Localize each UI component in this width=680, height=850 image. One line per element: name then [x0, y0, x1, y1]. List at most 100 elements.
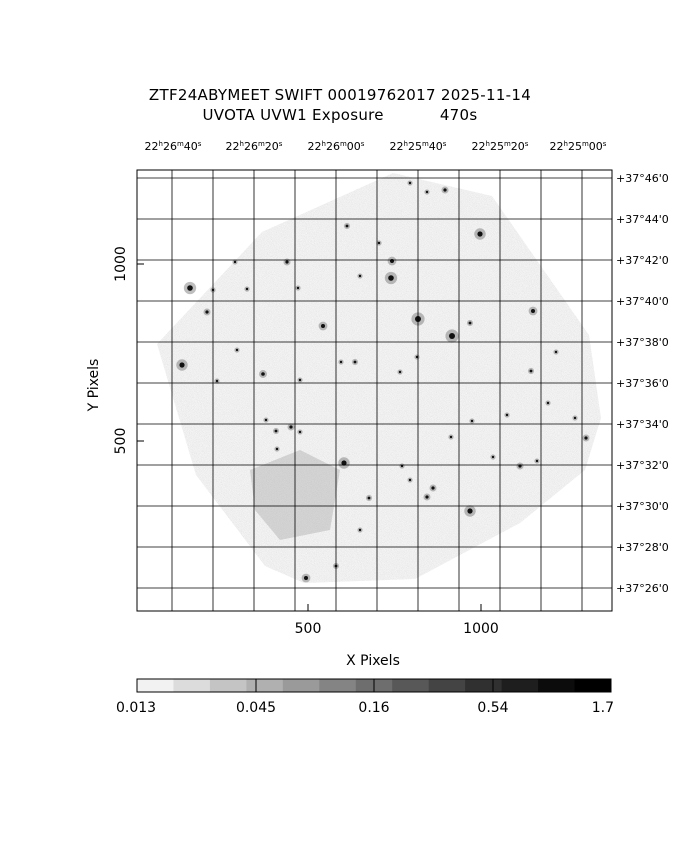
point-source	[187, 285, 193, 291]
colorbar-tick-label: 0.54	[477, 700, 508, 716]
point-source	[546, 401, 550, 405]
colorbar-tick-label: 1.7	[592, 700, 614, 716]
point-source	[531, 309, 535, 313]
colorbar-segment	[465, 679, 503, 692]
point-source	[408, 478, 412, 482]
point-source	[573, 416, 577, 420]
colorbar-segment	[501, 679, 539, 692]
dec-label: +37°46'0	[616, 172, 669, 185]
point-source	[179, 362, 185, 368]
coordinate-grid	[137, 170, 612, 611]
point-source	[341, 460, 347, 466]
point-source	[215, 379, 219, 383]
point-source	[358, 528, 362, 532]
point-source	[298, 430, 302, 434]
point-source	[264, 418, 268, 422]
point-source	[443, 188, 447, 192]
dec-label: +37°44'0	[616, 213, 669, 226]
x-tick-500: 500	[295, 621, 322, 637]
point-source	[377, 241, 381, 245]
ra-label: 22h25m20s	[472, 140, 529, 153]
colorbar-ticks: 0.013 0.045 0.16 0.54 1.7	[116, 679, 614, 716]
exposure-time: 470s	[439, 106, 478, 124]
ra-axis-labels: 22h26m40s 22h26m20s 22h26m00s 22h25m40s 22h2…	[145, 140, 607, 153]
dec-label: +37°34'0	[616, 418, 669, 431]
point-source	[245, 287, 249, 291]
point-source	[449, 333, 455, 339]
point-source	[261, 372, 265, 376]
ra-label: 22h26m40s	[145, 140, 202, 153]
dec-label: +37°38'0	[616, 336, 669, 349]
dec-label: +37°42'0	[616, 254, 669, 267]
point-source	[425, 190, 429, 194]
exposure-filter: UVOTA UVW1 Exposure	[202, 106, 384, 124]
point-source	[235, 348, 239, 352]
dec-axis-labels: +37°46'0 +37°44'0 +37°42'0 +37°40'0 +37°38'0…	[616, 172, 669, 595]
colorbar-segment	[392, 679, 430, 692]
dec-label: +37°28'0	[616, 541, 669, 554]
point-source	[398, 370, 402, 374]
dec-label: +37°40'0	[616, 295, 669, 308]
ra-label: 22h26m00s	[308, 140, 365, 153]
y-tick-500: 500	[113, 428, 129, 455]
point-source	[408, 181, 412, 185]
point-source	[477, 231, 483, 237]
colorbar-segment	[173, 679, 211, 692]
dec-label: +37°36'0	[616, 377, 669, 390]
pixel-axis: 500 1000 500 1000 X Pixels Y Pixels	[86, 246, 499, 669]
point-source	[304, 576, 308, 580]
plot-frame	[136, 169, 613, 612]
colorbar-segment	[282, 679, 320, 692]
exposure-field	[157, 173, 601, 583]
colorbar-tick-label: 0.16	[358, 700, 389, 716]
colorbar-segment	[538, 679, 576, 692]
point-source	[505, 413, 509, 417]
point-source	[584, 436, 588, 440]
point-source	[415, 355, 419, 359]
x-axis-label: X Pixels	[346, 653, 400, 669]
dec-label: +37°32'0	[616, 459, 669, 472]
point-source	[205, 310, 209, 314]
colorbar-segment	[428, 679, 466, 692]
colorbar-tick-label: 0.045	[236, 700, 276, 716]
point-source	[275, 447, 279, 451]
point-source	[467, 508, 473, 514]
point-source	[289, 425, 293, 429]
ra-label: 22h25m40s	[390, 140, 447, 153]
point-source	[274, 429, 278, 433]
dec-label: +37°26'0	[616, 582, 669, 595]
point-source	[468, 321, 472, 325]
ra-label: 22h25m00s	[550, 140, 607, 153]
point-source	[535, 459, 539, 463]
point-source	[491, 455, 495, 459]
point-source	[367, 496, 371, 500]
colorbar-segment	[137, 679, 174, 692]
point-source	[285, 260, 289, 264]
colorbar-segment	[319, 679, 357, 692]
point-source	[431, 486, 435, 490]
colorbar-segment	[209, 679, 247, 692]
ra-label: 22h26m20s	[226, 140, 283, 153]
dec-label: +37°30'0	[616, 500, 669, 513]
point-source	[529, 369, 533, 373]
y-axis-label: Y Pixels	[86, 359, 102, 413]
colorbar-tick-label: 0.013	[116, 700, 156, 716]
point-source	[358, 274, 362, 278]
point-source	[353, 360, 357, 364]
source-layer	[176, 180, 590, 583]
point-source	[425, 495, 429, 499]
point-source	[296, 286, 300, 290]
point-source	[449, 435, 453, 439]
point-source	[388, 275, 394, 281]
point-source	[298, 378, 302, 382]
y-tick-1000: 1000	[113, 246, 129, 282]
point-source	[321, 324, 325, 328]
point-source	[233, 260, 237, 264]
colorbar-segment	[246, 679, 284, 692]
colorbar-segment	[574, 679, 612, 692]
point-source	[339, 360, 343, 364]
x-tick-1000: 1000	[463, 621, 499, 637]
plot-subtitle: UVOTA UVW1 Exposure 470s	[0, 106, 680, 124]
point-source	[345, 224, 349, 228]
